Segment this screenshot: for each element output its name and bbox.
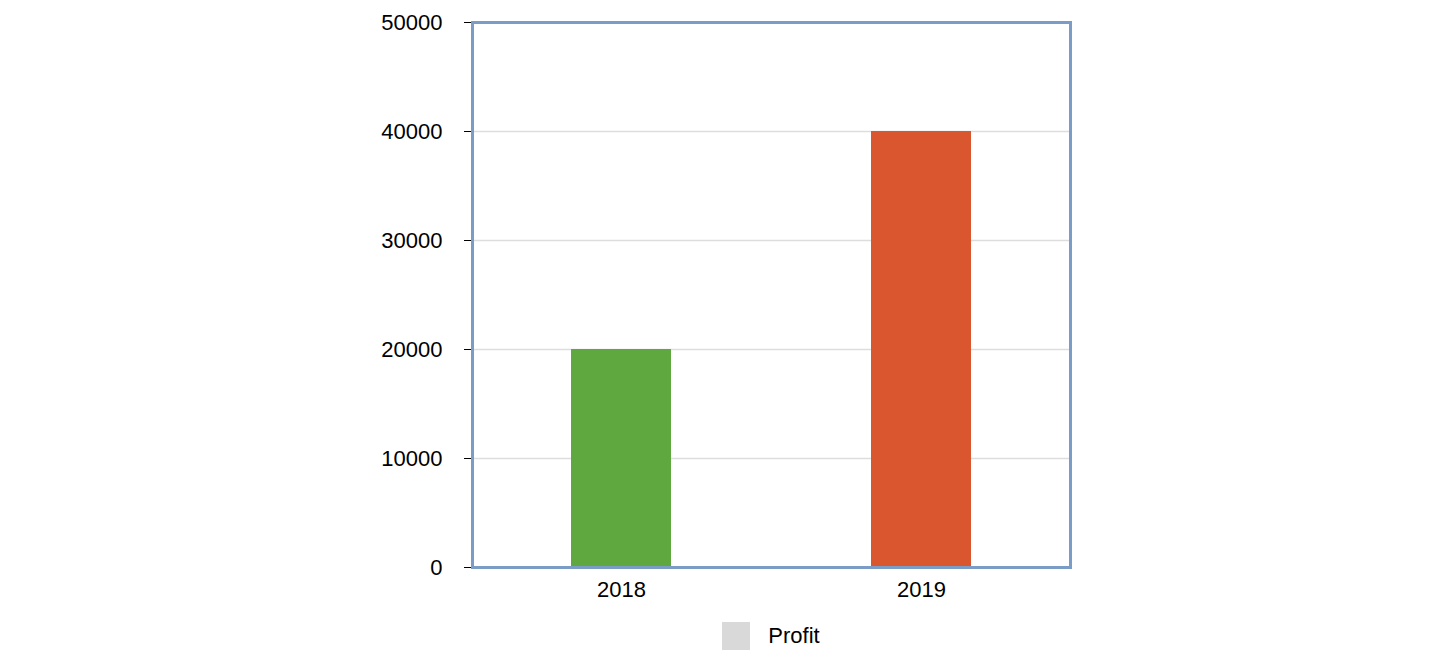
- svg-text:30000: 30000: [381, 228, 442, 253]
- svg-text:2019: 2019: [897, 577, 946, 602]
- svg-text:2018: 2018: [597, 577, 646, 602]
- svg-text:50000: 50000: [381, 10, 442, 35]
- svg-text:0: 0: [430, 555, 442, 580]
- svg-text:10000: 10000: [381, 446, 442, 471]
- svg-text:40000: 40000: [381, 119, 442, 144]
- html-text:Profit: Profit: [768, 623, 820, 648]
- svg-text:20000: 20000: [381, 337, 442, 362]
